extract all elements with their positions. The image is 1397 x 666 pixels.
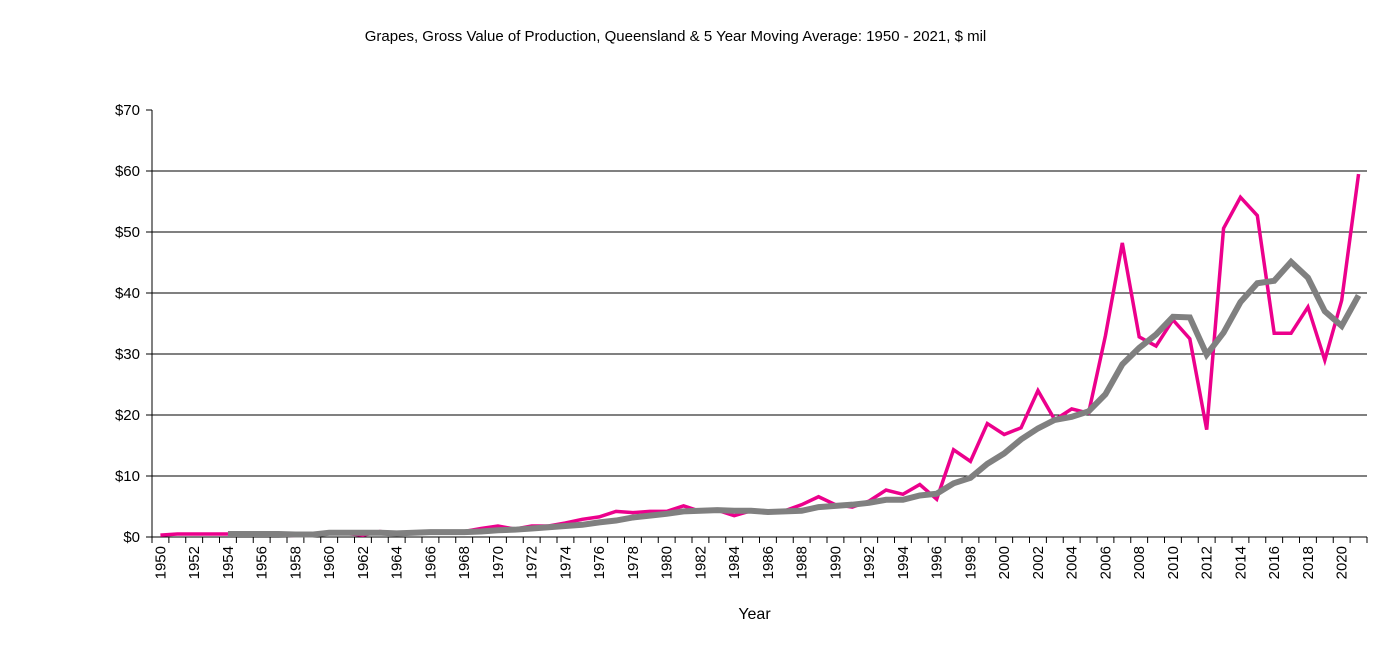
x-tick-label: 2000 [996, 546, 1013, 579]
x-tick-label: 1996 [929, 546, 946, 579]
x-tick-label: 1968 [456, 546, 473, 579]
x-tick-label: 2018 [1300, 546, 1317, 579]
y-tick-label: $30 [115, 346, 140, 363]
series-line-gross-value [160, 173, 1361, 538]
x-tick-label: 1988 [794, 546, 811, 579]
x-tick-label: 2008 [1131, 546, 1148, 579]
x-tick-label: 1984 [726, 546, 743, 579]
x-tick-label: 2012 [1199, 546, 1216, 579]
x-tick-label: 1976 [591, 546, 608, 579]
x-tick-label: 1992 [861, 546, 878, 579]
chart-title: Grapes, Gross Value of Production, Queen… [0, 28, 1397, 45]
x-axis-title: Year [738, 606, 771, 623]
x-axis-ticks: 1950 1952 1954 1956 1958 1960 1962 1964 1966 1968… [151, 537, 1368, 579]
gridlines [152, 170, 1367, 477]
y-tick-label: $10 [115, 468, 140, 485]
x-tick-label: 1966 [422, 546, 439, 579]
x-tick-label: 2004 [1064, 546, 1081, 579]
x-tick-label: 2014 [1232, 546, 1249, 579]
y-tick-label: $40 [115, 285, 140, 302]
x-tick-label: 1956 [254, 546, 271, 579]
series-line-moving-average [227, 257, 1362, 538]
x-tick-label: 1960 [321, 546, 338, 579]
y-tick-label: $0 [123, 529, 140, 546]
x-tick-label: 1950 [152, 546, 169, 579]
series-lines [160, 173, 1362, 538]
x-tick-label: 1980 [659, 546, 676, 579]
x-tick-label: 1972 [524, 546, 541, 579]
x-tick-label: 1970 [490, 546, 507, 579]
x-tick-label: 1952 [186, 546, 203, 579]
x-tick-label: 1962 [355, 546, 372, 579]
x-tick-label: 1964 [389, 546, 406, 579]
chart-title-text: Grapes, Gross Value of Production, Queen… [364, 28, 987, 45]
x-tick-label: 1982 [692, 546, 709, 579]
x-tick-label: 1998 [962, 546, 979, 579]
x-tick-label: 1994 [895, 546, 912, 579]
y-axis-ticks: $0 $10 $20 $30 $40 $50 $60 $70 [115, 102, 152, 546]
y-tick-label: $70 [115, 102, 140, 119]
x-tick-label: 2002 [1030, 546, 1047, 579]
x-tick-label: 2010 [1165, 546, 1182, 579]
y-tick-label: $50 [115, 224, 140, 241]
x-tick-label: 1978 [625, 546, 642, 579]
x-tick-label: 2020 [1334, 546, 1351, 579]
y-tick-label: $60 [115, 163, 140, 180]
x-tick-label: 2016 [1266, 546, 1283, 579]
x-tick-label: 1974 [557, 546, 574, 579]
y-tick-label: $20 [115, 407, 140, 424]
x-tick-label: 1990 [827, 546, 844, 579]
axes [151, 110, 1367, 538]
x-tick-label: 1986 [760, 546, 777, 579]
x-tick-label: 2006 [1097, 546, 1114, 579]
x-tick-label: 1954 [220, 546, 237, 579]
x-tick-label: 1958 [287, 546, 304, 579]
